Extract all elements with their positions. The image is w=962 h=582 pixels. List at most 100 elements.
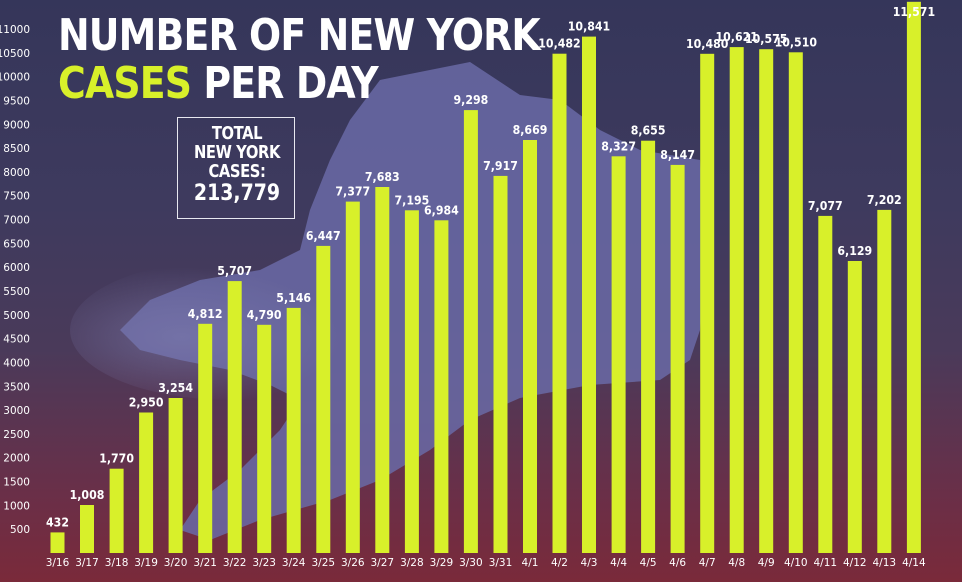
bar-value-label: 6,129 xyxy=(837,243,872,258)
x-tick-label: 3/22 xyxy=(223,557,247,569)
y-tick-label: 6000 xyxy=(3,262,30,274)
bar-value-label: 10,575 xyxy=(745,32,787,47)
x-tick-label: 3/29 xyxy=(430,557,454,569)
bar-3-26 xyxy=(345,201,360,553)
bar-value-label: 6,984 xyxy=(424,203,459,218)
bar-value-label: 6,447 xyxy=(306,228,341,243)
chart-title-line2: CASES PER DAY xyxy=(58,62,379,106)
y-tick-label: 6500 xyxy=(3,238,30,250)
total-cases-value: 213,779 xyxy=(193,181,281,206)
bar-value-label: 1,008 xyxy=(70,487,105,502)
bar-4-3 xyxy=(582,36,596,554)
x-tick-label: 3/27 xyxy=(371,557,395,569)
bar-value-label: 1,770 xyxy=(99,451,134,466)
bar-3-18 xyxy=(109,468,124,553)
bar-4-11 xyxy=(818,215,833,553)
y-tick-label: 1000 xyxy=(3,500,30,512)
bar-3-29 xyxy=(434,220,449,554)
x-tick-label: 3/24 xyxy=(282,557,306,569)
bar-value-label: 9,298 xyxy=(454,92,489,107)
x-tick-label: 3/17 xyxy=(75,557,99,569)
y-tick-label: 9000 xyxy=(3,119,30,131)
bar-4-6 xyxy=(670,164,685,553)
bar-value-label: 10,482 xyxy=(538,36,580,51)
x-tick-label: 4/10 xyxy=(784,557,808,569)
x-tick-label: 3/21 xyxy=(193,557,217,569)
y-tick-label: 7000 xyxy=(3,215,30,227)
x-tick-label: 3/19 xyxy=(134,557,158,569)
y-tick-label: 2000 xyxy=(3,453,30,465)
x-tick-label: 3/18 xyxy=(105,557,129,569)
bar-value-label: 11,571 xyxy=(893,4,935,19)
bar-3-19 xyxy=(139,412,154,553)
bar-value-label: 432 xyxy=(46,515,69,530)
y-tick-label: 500 xyxy=(10,524,30,536)
x-axis: 3/16 3/17 3/18 3/19 3/20 3/21 3/22 3/23 3/24 3/25… xyxy=(46,557,926,569)
x-tick-label: 3/20 xyxy=(164,557,188,569)
bar-4-4 xyxy=(611,156,626,554)
bar-value-label: 10,480 xyxy=(686,36,728,51)
total-cases-label: TOTAL NEW YORK CASES: xyxy=(193,123,281,182)
bar-4-8 xyxy=(729,47,744,553)
x-tick-label: 4/5 xyxy=(640,557,657,569)
x-tick-label: 3/31 xyxy=(489,557,513,569)
x-tick-label: 4/11 xyxy=(814,557,838,569)
y-tick-label: 1500 xyxy=(3,477,30,489)
x-tick-label: 4/4 xyxy=(610,557,627,569)
y-tick-label: 4000 xyxy=(3,357,30,369)
chart-title-line1: NUMBER OF NEW YORK xyxy=(58,10,541,61)
x-tick-label: 4/12 xyxy=(843,557,867,569)
bar-value-label: 8,147 xyxy=(660,147,695,162)
bar-value-label: 3,254 xyxy=(158,380,193,395)
x-tick-label: 4/3 xyxy=(581,557,598,569)
bar-3-16 xyxy=(50,532,65,553)
bar-value-label: 7,202 xyxy=(867,192,902,207)
x-tick-label: 4/13 xyxy=(873,557,897,569)
y-tick-label: 3000 xyxy=(3,405,30,417)
bar-value-label: 5,707 xyxy=(217,263,252,278)
bar-3-25 xyxy=(316,245,331,553)
x-tick-label: 3/23 xyxy=(252,557,276,569)
bar-value-label: 10,621 xyxy=(715,29,757,44)
bar-value-label: 7,195 xyxy=(395,193,430,208)
bar-value-label: 8,669 xyxy=(513,122,548,137)
y-tick-label: 4500 xyxy=(3,334,30,346)
y-tick-label: 8500 xyxy=(3,143,30,155)
y-axis: 500 1000 1500 2000 2500 3000 3500 4000 4500 5000 5… xyxy=(0,24,30,536)
bar-4-12 xyxy=(847,261,862,553)
x-tick-label: 3/28 xyxy=(400,557,424,569)
bar-value-label: 4,812 xyxy=(188,306,223,321)
y-tick-label: 10000 xyxy=(0,72,30,84)
total-cases-box: TOTAL NEW YORK CASES: 213,779 xyxy=(177,117,295,219)
bar-value-label: 7,377 xyxy=(335,184,370,199)
bar-3-17 xyxy=(80,505,94,553)
x-tick-label: 4/1 xyxy=(522,557,539,569)
y-tick-label: 2500 xyxy=(3,429,30,441)
x-tick-label: 3/26 xyxy=(341,557,365,569)
bar-4-10 xyxy=(788,52,803,554)
bar-4-5 xyxy=(641,140,656,553)
title-highlight: CASES xyxy=(58,58,192,109)
bar-3-30 xyxy=(463,110,478,553)
y-tick-label: 9500 xyxy=(3,95,30,107)
bars-group xyxy=(50,1,921,554)
y-tick-label: 5500 xyxy=(3,286,30,298)
bar-value-label: 7,917 xyxy=(483,158,518,173)
x-tick-label: 4/6 xyxy=(669,557,686,569)
x-tick-label: 4/7 xyxy=(699,557,716,569)
bar-4-9 xyxy=(759,49,774,553)
bar-4-13 xyxy=(877,209,892,553)
bar-value-label: 7,683 xyxy=(365,169,400,184)
bar-value-label: 7,077 xyxy=(808,198,843,213)
x-tick-label: 3/30 xyxy=(459,557,483,569)
bar-value-label: 8,655 xyxy=(631,123,666,138)
bar-3-31 xyxy=(493,175,508,553)
bar-4-2 xyxy=(552,53,567,553)
y-tick-label: 5000 xyxy=(3,310,30,322)
bar-3-22 xyxy=(227,281,242,553)
y-tick-label: 8000 xyxy=(3,167,30,179)
bar-3-28 xyxy=(404,210,419,554)
